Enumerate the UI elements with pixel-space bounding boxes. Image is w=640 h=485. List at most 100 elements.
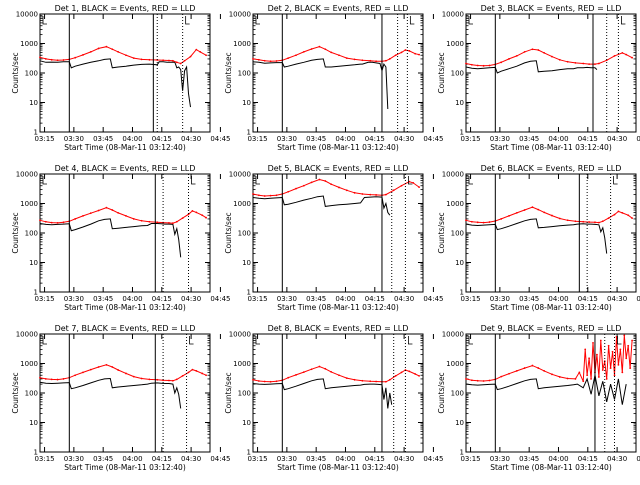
lld-data-point — [537, 367, 540, 369]
plot-frame — [465, 173, 637, 293]
series-line-lld — [465, 206, 633, 224]
lld-data-point — [132, 218, 135, 220]
lld-data-point — [263, 59, 266, 62]
lld-data-point — [508, 372, 510, 375]
lld-data-point — [252, 378, 254, 381]
lld-data-point — [375, 380, 378, 383]
x-tick-label: 03:45 — [93, 295, 113, 303]
x-tick-label: 04:15 — [365, 455, 385, 463]
x-tick-label: 03:15 — [34, 455, 54, 463]
y-tick-label: 1000 — [446, 200, 464, 208]
y-tick-label: 100 — [238, 230, 251, 238]
bracket-marker — [255, 176, 260, 185]
bracket-marker — [617, 336, 622, 345]
lld-data-point — [257, 194, 260, 197]
lld-data-point — [82, 214, 84, 217]
bracket-marker — [42, 176, 47, 185]
y-axis-label: Counts/sec — [437, 52, 446, 93]
x-tick-label: 03:30 — [490, 455, 510, 463]
lld-data-point — [44, 58, 47, 60]
lld-data-point — [414, 373, 417, 375]
lld-data-point — [631, 56, 633, 59]
lld-data-point — [586, 374, 589, 377]
series-line-lld — [252, 365, 420, 383]
bracket-marker — [189, 336, 194, 345]
x-tick-label: 03:15 — [247, 455, 267, 463]
lld-data-point — [295, 187, 297, 190]
lld-data-point — [508, 214, 510, 217]
lld-data-point — [515, 370, 518, 372]
lld-data-point — [287, 376, 290, 379]
y-tick-label: 1 — [460, 289, 464, 297]
series-line-events — [252, 58, 389, 110]
lld-data-point — [384, 193, 387, 196]
lld-data-point — [171, 59, 174, 62]
lld-data-point — [179, 62, 182, 65]
x-tick-label: 04:30 — [394, 455, 414, 463]
series-line-events — [465, 375, 627, 405]
lld-data-point — [97, 47, 100, 50]
lld-data-point — [97, 366, 100, 368]
lld-data-point — [191, 368, 194, 371]
x-tick-label: 03:15 — [460, 455, 480, 463]
lld-data-point — [117, 212, 120, 214]
lld-data-point — [629, 367, 632, 369]
y-tick-label: 10 — [455, 99, 464, 107]
lld-data-point — [588, 63, 591, 66]
lld-data-point — [82, 371, 84, 374]
x-tick-label: 03:15 — [460, 295, 480, 303]
y-tick-label: 1 — [34, 129, 38, 137]
y-tick-label: 100 — [25, 230, 38, 238]
lld-data-point — [394, 54, 397, 57]
x-tick-label: 04:00 — [548, 135, 568, 143]
x-tick-label: 04:15 — [152, 295, 172, 303]
x-tick-label: 04:00 — [335, 295, 355, 303]
lld-data-point — [596, 353, 598, 356]
lld-data-point — [171, 379, 174, 382]
y-tick-label: 10 — [455, 419, 464, 427]
panel-title: Det 1, BLACK = Events, RED = LLD — [55, 4, 196, 13]
lld-data-point — [599, 339, 602, 342]
x-axis-label: Start Time (08-Mar-11 03:12:40) — [64, 463, 186, 472]
lld-data-point — [566, 60, 569, 63]
bracket-marker — [409, 16, 415, 25]
y-tick-label: 10000 — [16, 331, 38, 339]
lld-data-point — [156, 221, 159, 224]
lld-data-point — [400, 371, 403, 374]
lld-data-point — [310, 368, 313, 371]
series-line-events — [39, 377, 182, 409]
lld-data-point — [590, 378, 592, 380]
lld-data-point — [125, 214, 127, 217]
lld-data-point — [625, 357, 628, 360]
lld-data-point — [74, 374, 77, 377]
lld-data-point — [558, 58, 561, 61]
lld-data-point — [515, 54, 518, 57]
x-tick-label: 04:30 — [607, 295, 627, 303]
lld-data-point — [412, 181, 415, 184]
y-tick-label: 1000 — [446, 360, 464, 368]
lld-data-point — [310, 48, 313, 50]
x-tick-label: 04:45 — [210, 135, 230, 143]
y-tick-label: 10000 — [442, 11, 464, 19]
lld-data-point — [302, 50, 305, 53]
lld-data-point — [74, 56, 77, 59]
x-axis-label: Start Time (08-Mar-11 03:12:40) — [277, 463, 399, 472]
x-tick-label: 03:15 — [247, 295, 267, 303]
lld-data-point — [156, 378, 159, 381]
plot-frame — [39, 173, 211, 293]
lld-data-point — [578, 371, 581, 374]
lld-data-point — [631, 339, 633, 342]
detector-panel-8: Det 8, BLACK = Events, RED = LLD 1 10 100 10… — [224, 324, 444, 472]
lld-data-point — [418, 374, 420, 377]
lld-data-point — [82, 54, 84, 56]
lld-data-point — [408, 370, 411, 373]
lld-data-point — [162, 59, 165, 62]
lld-data-point — [582, 380, 585, 383]
lld-data-point — [263, 380, 266, 383]
lld-data-point — [269, 380, 272, 383]
detector-panel-5: Det 5, BLACK = Events, RED = LLD 1 10 100 10… — [224, 164, 444, 312]
lld-data-point — [195, 211, 198, 214]
lld-data-point — [566, 219, 569, 222]
lld-data-point — [476, 379, 479, 382]
detector-panel-1: Det 1, BLACK = Events, RED = LLD 1 10 100 10… — [11, 4, 231, 152]
